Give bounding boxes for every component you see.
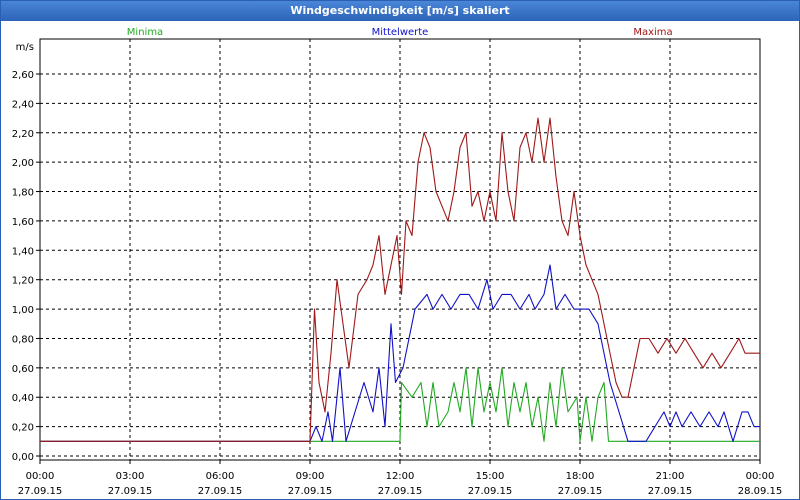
y-tick-label: 1,00: [12, 305, 34, 316]
y-tick-label: 2,40: [12, 99, 34, 110]
x-tick-date-label: 27.09.15: [558, 486, 603, 497]
x-tick-time-label: 12:00: [386, 471, 415, 482]
x-tick-time-label: 00:00: [746, 471, 775, 482]
x-tick-time-label: 15:00: [476, 471, 505, 482]
y-axis-ticks: 0,00 0,20 0,40 0,60 0,80 1,00 1,20 1,40 1,60 1,80…: [12, 70, 40, 463]
x-tick-time-label: 00:00: [26, 471, 55, 482]
y-tick-label: 1,20: [12, 276, 34, 287]
x-tick-date-label: 27.09.15: [468, 486, 513, 497]
x-tick-date-label: 27.09.15: [108, 486, 153, 497]
y-tick-label: 0,60: [12, 364, 34, 375]
y-tick-label: 1,60: [12, 217, 34, 228]
x-tick-time-label: 09:00: [296, 471, 325, 482]
series-line-mittelwerte: [40, 264, 760, 442]
series-lines: [40, 117, 760, 442]
x-tick-time-label: 21:00: [656, 471, 685, 482]
legend-entry-minima: Minima: [127, 27, 163, 38]
x-tick-date-label: 27.09.15: [18, 486, 63, 497]
series-line-minima: [40, 367, 760, 442]
y-tick-label: 1,80: [12, 188, 34, 199]
x-tick-date-label: 27.09.15: [648, 486, 693, 497]
y-tick-label: 1,40: [12, 246, 34, 257]
legend-entry-mittelwerte: Mittelwerte: [372, 27, 429, 38]
x-tick-date-label: 27.09.15: [288, 486, 333, 497]
x-tick-time-label: 06:00: [206, 471, 235, 482]
x-tick-date-label: 27.09.15: [378, 486, 423, 497]
y-tick-label: 0,80: [12, 334, 34, 345]
x-tick-date-label: 28.09.15: [738, 486, 783, 497]
series-line-maxima: [40, 117, 760, 442]
window-title: Windgeschwindigkeit [m/s] skaliert: [1, 1, 799, 21]
x-tick-time-label: 18:00: [566, 471, 595, 482]
x-tick-time-label: 03:00: [116, 471, 145, 482]
y-tick-label: 2,60: [12, 70, 34, 81]
y-tick-label: 2,00: [12, 158, 34, 169]
y-tick-label: 0,00: [12, 452, 34, 463]
legend: Minima Mittelwerte Maxima: [127, 27, 673, 38]
y-tick-label: 0,40: [12, 393, 34, 404]
x-axis-ticks: 00:00 27.09.15 03:00 27.09.15 06:00 27.09.15 0…: [18, 460, 783, 497]
y-tick-label: 0,20: [12, 423, 34, 434]
legend-entry-maxima: Maxima: [633, 27, 672, 38]
y-axis-unit-label: m/s: [16, 42, 34, 53]
x-tick-date-label: 27.09.15: [198, 486, 243, 497]
y-tick-label: 2,20: [12, 129, 34, 140]
